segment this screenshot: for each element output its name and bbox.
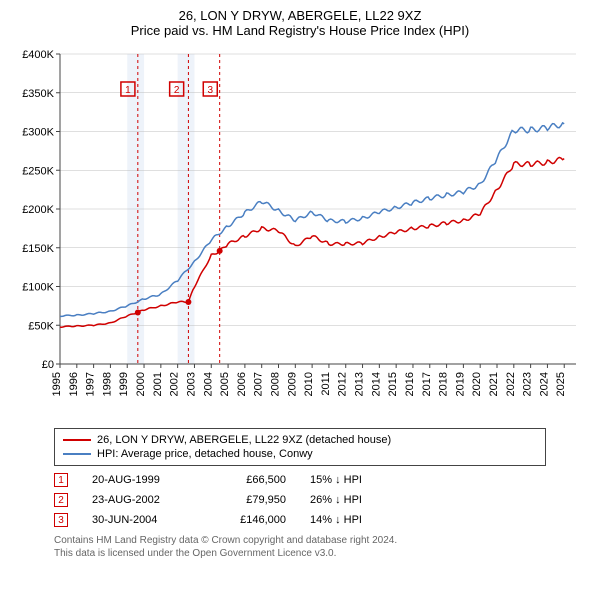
svg-text:2005: 2005	[219, 372, 231, 396]
svg-text:£250K: £250K	[22, 165, 54, 177]
svg-text:1998: 1998	[101, 372, 113, 396]
svg-text:2021: 2021	[488, 372, 500, 396]
sale-date: 23-AUG-2002	[92, 494, 192, 506]
svg-text:2022: 2022	[505, 372, 517, 396]
svg-text:2003: 2003	[185, 372, 197, 396]
legend: 26, LON Y DRYW, ABERGELE, LL22 9XZ (deta…	[54, 428, 546, 466]
sale-marker-icon: 1	[54, 473, 68, 487]
svg-text:1999: 1999	[118, 372, 130, 396]
svg-text:2025: 2025	[555, 372, 567, 396]
svg-text:2001: 2001	[152, 372, 164, 396]
legend-item: 26, LON Y DRYW, ABERGELE, LL22 9XZ (deta…	[63, 433, 537, 447]
table-row: 2 23-AUG-2002 £79,950 26% ↓ HPI	[54, 490, 546, 510]
svg-text:2019: 2019	[454, 372, 466, 396]
legend-label: 26, LON Y DRYW, ABERGELE, LL22 9XZ (deta…	[97, 434, 391, 446]
svg-text:£100K: £100K	[22, 282, 54, 294]
svg-text:2018: 2018	[438, 372, 450, 396]
legend-swatch	[63, 439, 91, 441]
sale-delta: 14% ↓ HPI	[310, 514, 400, 526]
svg-text:2000: 2000	[135, 372, 147, 396]
legend-swatch	[63, 453, 91, 455]
footer-line: Contains HM Land Registry data © Crown c…	[54, 534, 546, 547]
svg-text:1996: 1996	[68, 372, 80, 396]
svg-text:2016: 2016	[404, 372, 416, 396]
svg-text:2020: 2020	[471, 372, 483, 396]
svg-text:1997: 1997	[85, 372, 97, 396]
svg-text:£0: £0	[42, 359, 54, 371]
svg-text:2012: 2012	[337, 372, 349, 396]
footer-line: This data is licensed under the Open Gov…	[54, 547, 546, 560]
sale-price: £79,950	[216, 494, 286, 506]
sale-date: 30-JUN-2004	[92, 514, 192, 526]
svg-text:2013: 2013	[354, 372, 366, 396]
legend-label: HPI: Average price, detached house, Conw…	[97, 448, 313, 460]
sale-price: £66,500	[216, 474, 286, 486]
sale-marker-icon: 3	[54, 513, 68, 527]
svg-text:2004: 2004	[202, 372, 214, 396]
chart: £0 £50K £100K £150K £200K £250K £300K £350K £400…	[14, 44, 586, 424]
svg-text:1995: 1995	[51, 372, 63, 396]
page-subtitle: Price paid vs. HM Land Registry's House …	[8, 23, 592, 38]
legend-item: HPI: Average price, detached house, Conw…	[63, 447, 537, 461]
page-title: 26, LON Y DRYW, ABERGELE, LL22 9XZ	[8, 8, 592, 23]
svg-text:£300K: £300K	[22, 127, 54, 139]
svg-text:2014: 2014	[370, 372, 382, 396]
container: 26, LON Y DRYW, ABERGELE, LL22 9XZ Price…	[0, 0, 600, 590]
svg-text:2008: 2008	[270, 372, 282, 396]
svg-text:£350K: £350K	[22, 88, 54, 100]
sales-table: 1 20-AUG-1999 £66,500 15% ↓ HPI 2 23-AUG…	[54, 470, 546, 530]
sale-marker-icon: 2	[54, 493, 68, 507]
svg-text:3: 3	[207, 85, 213, 96]
svg-text:£200K: £200K	[22, 204, 54, 216]
svg-text:2017: 2017	[421, 372, 433, 396]
svg-text:2006: 2006	[236, 372, 248, 396]
svg-text:2023: 2023	[522, 372, 534, 396]
svg-text:£150K: £150K	[22, 243, 54, 255]
sale-price: £146,000	[216, 514, 286, 526]
svg-text:2011: 2011	[320, 372, 332, 396]
sale-date: 20-AUG-1999	[92, 474, 192, 486]
svg-text:2007: 2007	[253, 372, 265, 396]
sale-delta: 26% ↓ HPI	[310, 494, 400, 506]
svg-text:2002: 2002	[169, 372, 181, 396]
sale-delta: 15% ↓ HPI	[310, 474, 400, 486]
table-row: 1 20-AUG-1999 £66,500 15% ↓ HPI	[54, 470, 546, 490]
svg-text:2: 2	[174, 85, 180, 96]
svg-text:1: 1	[125, 85, 131, 96]
svg-text:2015: 2015	[387, 372, 399, 396]
svg-text:£50K: £50K	[28, 320, 54, 332]
footer: Contains HM Land Registry data © Crown c…	[54, 534, 546, 560]
svg-text:2009: 2009	[286, 372, 298, 396]
chart-svg: £0 £50K £100K £150K £200K £250K £300K £350K £400…	[14, 44, 586, 424]
svg-text:2010: 2010	[303, 372, 315, 396]
table-row: 3 30-JUN-2004 £146,000 14% ↓ HPI	[54, 510, 546, 530]
svg-text:2024: 2024	[538, 372, 550, 396]
svg-text:£400K: £400K	[22, 49, 54, 61]
